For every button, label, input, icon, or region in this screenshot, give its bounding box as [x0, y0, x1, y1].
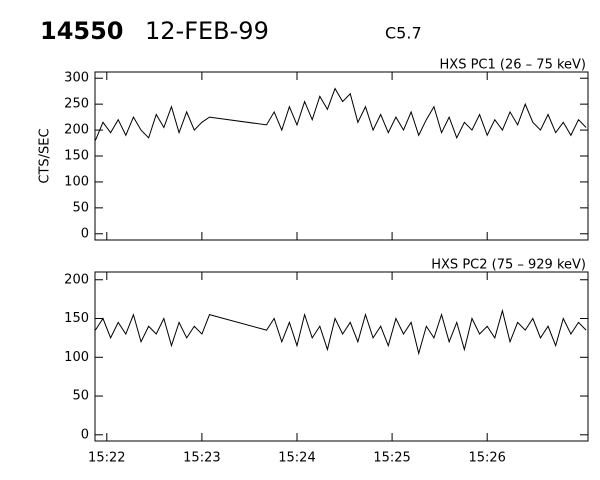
x-tick-label: 15:22 — [88, 451, 125, 466]
plot-frame — [94, 271, 589, 442]
y-tick-label: 200 — [64, 123, 89, 138]
x-tick-label: 15:23 — [183, 451, 220, 466]
event-id: 14550 — [40, 17, 124, 45]
y-tick-label: 150 — [64, 311, 89, 326]
y-tick-label: 250 — [64, 97, 89, 112]
event-date: 12-FEB-99 — [145, 17, 269, 45]
y-tick-label: 300 — [64, 71, 89, 86]
y-axis-label: CTS/SEC — [38, 128, 53, 183]
flare-class: C5.7 — [385, 24, 422, 43]
trace — [94, 308, 587, 356]
panel-title: HXS PC2 (75 – 929 keV) — [431, 258, 586, 273]
y-tick-label: 100 — [64, 174, 89, 189]
x-tick-label: 15:25 — [373, 451, 410, 466]
y-tick-label: 50 — [72, 389, 89, 404]
plot-frame — [94, 71, 589, 241]
panel-title: HXS PC1 (26 – 75 keV) — [440, 58, 586, 73]
y-tick-label: 50 — [72, 200, 89, 215]
y-tick-label: 0 — [81, 226, 89, 241]
trace — [94, 87, 587, 141]
x-tick-label: 15:24 — [278, 451, 315, 466]
x-tick-label: 15:26 — [468, 451, 505, 466]
y-tick-label: 0 — [81, 427, 89, 442]
y-tick-label: 150 — [64, 149, 89, 164]
y-tick-label: 200 — [64, 272, 89, 287]
y-tick-label: 100 — [64, 350, 89, 365]
